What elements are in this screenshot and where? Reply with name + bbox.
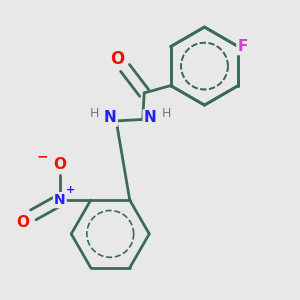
- Text: O: O: [111, 50, 125, 68]
- Text: N: N: [104, 110, 117, 125]
- Text: N: N: [54, 193, 66, 207]
- Text: O: O: [16, 215, 29, 230]
- Text: −: −: [36, 149, 48, 163]
- Text: H: H: [162, 107, 171, 120]
- Text: O: O: [53, 157, 66, 172]
- Text: H: H: [89, 107, 99, 120]
- Text: N: N: [144, 110, 156, 125]
- Text: F: F: [238, 39, 248, 54]
- Text: +: +: [65, 185, 75, 195]
